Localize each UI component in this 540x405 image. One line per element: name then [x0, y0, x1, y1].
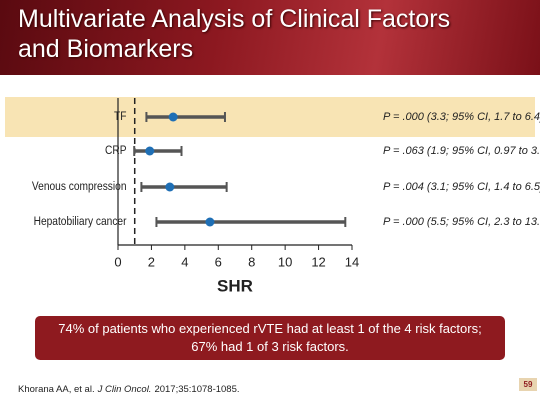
estimate-dot	[168, 112, 178, 122]
title-banner	[0, 0, 540, 75]
estimate-dot	[145, 146, 155, 156]
row-statistic: P = .063 (1.9; 95% CI, 0.97 to 3.8)	[383, 145, 540, 157]
slide-title: Multivariate Analysis of Clinical Factor…	[18, 4, 450, 64]
x-tick-label: 4	[181, 254, 188, 269]
citation-journal: J Clin Oncol.	[97, 384, 152, 395]
callout-line: 67% had 1 of 3 risk factors.	[191, 339, 349, 354]
citation-authors: Khorana AA, et al.	[18, 384, 95, 395]
x-axis-label: SHR	[217, 276, 253, 295]
page-number: 59	[519, 378, 537, 391]
x-tick-label: 12	[311, 254, 325, 269]
row-statistic: P = .000 (5.5; 95% CI, 2.3 to 13.6)	[383, 216, 540, 228]
row-category: Hepatobiliary cancer	[34, 215, 127, 228]
estimate-dot	[165, 182, 175, 192]
row-statistic: P = .004 (3.1; 95% CI, 1.4 to 6.5)	[383, 181, 540, 193]
estimate-dot	[205, 217, 215, 227]
x-tick-label: 0	[114, 254, 121, 269]
citation-details: 2017;35:1078-1085.	[154, 384, 240, 395]
x-tick-label: 2	[148, 254, 155, 269]
callout-line: 74% of patients who experienced rVTE had…	[58, 321, 482, 336]
callout: 74% of patients who experienced rVTE had…	[35, 316, 505, 360]
x-tick-label: 8	[248, 254, 255, 269]
row-category: CRP	[105, 144, 127, 157]
highlight-band	[5, 97, 535, 137]
row-category: TF	[114, 110, 127, 123]
citation: Khorana AA, et al. J Clin Oncol. 2017;35:1…	[18, 384, 243, 395]
x-tick-label: 14	[345, 254, 359, 269]
x-tick-label: 6	[215, 254, 222, 269]
chart: 0 2 4 6 8 10 12 14 SHR TF P = .000 (3.3; 95% CI, 1…	[5, 97, 540, 295]
title-line: and Biomarkers	[18, 35, 194, 63]
title-line: Multivariate Analysis of Clinical Factor…	[18, 5, 451, 33]
row-statistic: P = .000 (3.3; 95% CI, 1.7 to 6.4)	[383, 111, 540, 123]
row-category: Venous compression	[32, 180, 127, 193]
x-tick-label: 10	[278, 254, 292, 269]
